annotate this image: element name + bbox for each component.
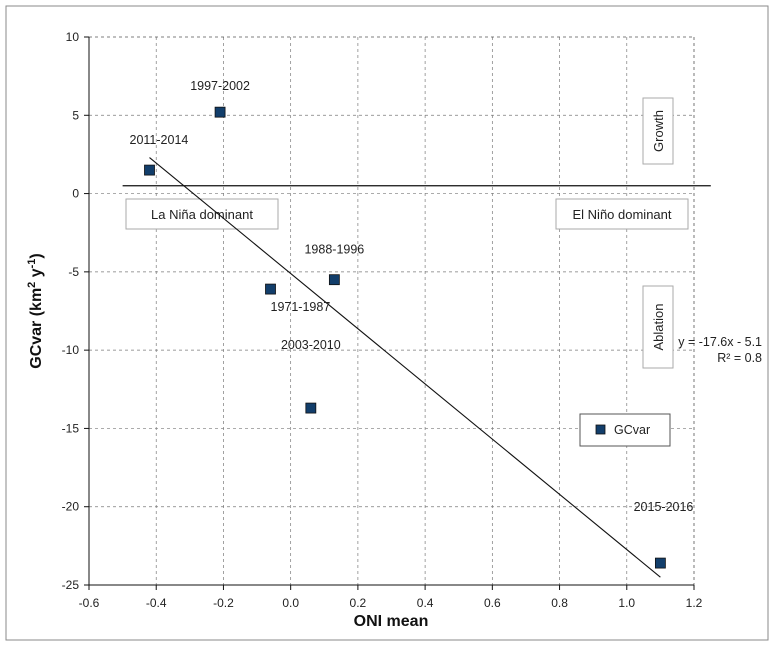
x-tick-label: -0.4 [146, 596, 167, 610]
y-tick-label: 10 [66, 30, 80, 44]
data-points [144, 106, 666, 569]
point-label: 1988-1996 [304, 243, 364, 257]
point-label: 2011-2014 [130, 133, 189, 147]
r-squared-label: R² = 0.8 [717, 351, 762, 365]
x-tick-labels: -0.6 -0.4 -0.2 0.0 0.2 0.4 0.6 0.8 1.0 1.2 [79, 585, 703, 610]
ablation-label: Ablation [651, 304, 666, 351]
el-nino-label: El Niño dominant [573, 207, 672, 222]
y-axis-title-sup2: -1 [26, 259, 38, 269]
y-tick-label: -5 [68, 265, 79, 279]
x-tick-label: -0.6 [79, 596, 100, 610]
point-label: 2015-2016 [634, 500, 694, 514]
point-labels: 2011-2014 1997-2002 1971-1987 1988-1996 2003… [130, 79, 694, 514]
y-tick-label: 0 [72, 187, 79, 201]
y-tick-label: 5 [72, 108, 79, 122]
growth-box [642, 97, 674, 165]
data-point [654, 557, 666, 569]
ablation-box [642, 285, 674, 369]
la-nina-label: La Niña dominant [151, 207, 253, 222]
point-label: 1971-1987 [271, 300, 331, 314]
x-tick-label: 0.4 [417, 596, 434, 610]
data-point [265, 283, 276, 295]
point-label: 2003-2010 [281, 338, 341, 352]
y-axis-title-main: GCvar (km [28, 288, 45, 369]
y-tick-label: -25 [62, 578, 80, 592]
legend-box [579, 413, 671, 447]
x-tick-label: 0.2 [350, 596, 367, 610]
x-tick-label: 0.8 [551, 596, 568, 610]
growth-label: Growth [651, 110, 666, 152]
x-tick-label: 1.0 [618, 596, 635, 610]
y-axis-title-mid: y [28, 268, 45, 281]
data-point [214, 106, 226, 118]
point-label: 1997-2002 [190, 79, 250, 93]
x-tick-label: 0.0 [282, 596, 299, 610]
y-tick-labels: 10 5 0 -5 -10 -15 -20 -25 [62, 30, 89, 592]
y-axis-title-end: ) [28, 253, 45, 258]
y-tick-label: -20 [62, 500, 80, 514]
equation-label: y = -17.6x - 5.1 [678, 335, 762, 349]
x-axis-title: ONI mean [354, 613, 429, 630]
data-point [305, 402, 317, 414]
x-tick-label: 0.6 [484, 596, 501, 610]
y-tick-label: -15 [62, 421, 80, 435]
legend-marker [595, 424, 606, 435]
data-point [328, 274, 340, 286]
x-tick-label: 1.2 [686, 596, 703, 610]
figure-border [5, 5, 769, 641]
y-axis-title: GCvar (km2 y-1) [26, 253, 45, 369]
data-point [144, 164, 155, 176]
y-tick-label: -10 [62, 343, 80, 357]
y-axis-title-sup1: 2 [26, 282, 38, 288]
plot-area [89, 37, 694, 585]
trend-line [149, 157, 661, 578]
el-nino-box [555, 198, 689, 230]
x-tick-label: -0.2 [213, 596, 234, 610]
legend-label: GCvar [614, 423, 650, 437]
la-nina-box [125, 198, 279, 230]
